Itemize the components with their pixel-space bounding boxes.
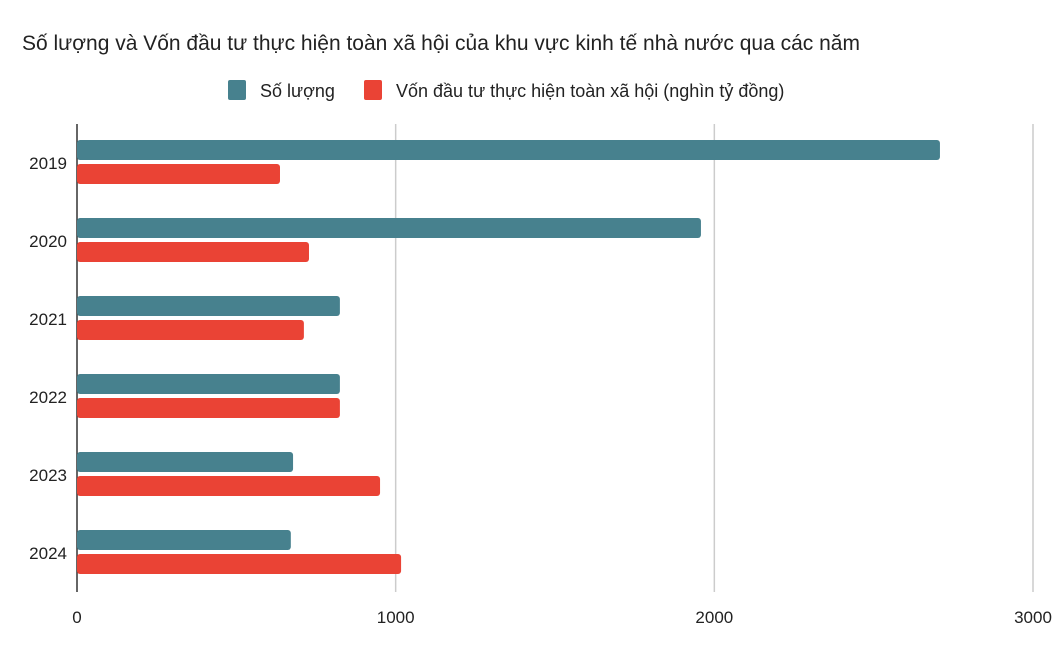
x-tick-label: 0 <box>72 608 81 627</box>
y-tick-label: 2023 <box>29 466 67 485</box>
y-tick-label: 2021 <box>29 310 67 329</box>
bar-so-luong-2020 <box>77 218 701 238</box>
bar-von-dau-tu-2022 <box>77 398 340 418</box>
bar-so-luong-2023 <box>77 452 294 472</box>
bar-so-luong-2022 <box>77 374 340 394</box>
bar-von-dau-tu-2023 <box>77 476 381 496</box>
bar-so-luong-2021 <box>77 296 340 316</box>
legend: Số lượng Vốn đầu tư thực hiện toàn xã hộ… <box>228 80 784 101</box>
legend-swatch-so-luong <box>228 80 246 100</box>
y-tick-label: 2024 <box>29 544 67 563</box>
y-tick-label: 2019 <box>29 154 67 173</box>
y-tick-label: 2022 <box>29 388 67 407</box>
bar-von-dau-tu-2020 <box>77 242 309 262</box>
chart-title: Số lượng và Vốn đầu tư thực hiện toàn xã… <box>22 32 860 55</box>
bar-von-dau-tu-2019 <box>77 164 280 184</box>
y-tick-label: 2020 <box>29 232 67 251</box>
bar-so-luong-2024 <box>77 530 291 550</box>
bar-so-luong-2019 <box>77 140 940 160</box>
x-tick-label: 1000 <box>377 608 415 627</box>
x-tick-label: 3000 <box>1014 608 1052 627</box>
bar-von-dau-tu-2024 <box>77 554 402 574</box>
x-tick-label: 2000 <box>695 608 733 627</box>
legend-label-von-dau-tu: Vốn đầu tư thực hiện toàn xã hội (nghìn … <box>396 81 784 101</box>
legend-label-so-luong: Số lượng <box>260 81 335 101</box>
legend-swatch-von-dau-tu <box>364 80 382 100</box>
bar-von-dau-tu-2021 <box>77 320 304 340</box>
